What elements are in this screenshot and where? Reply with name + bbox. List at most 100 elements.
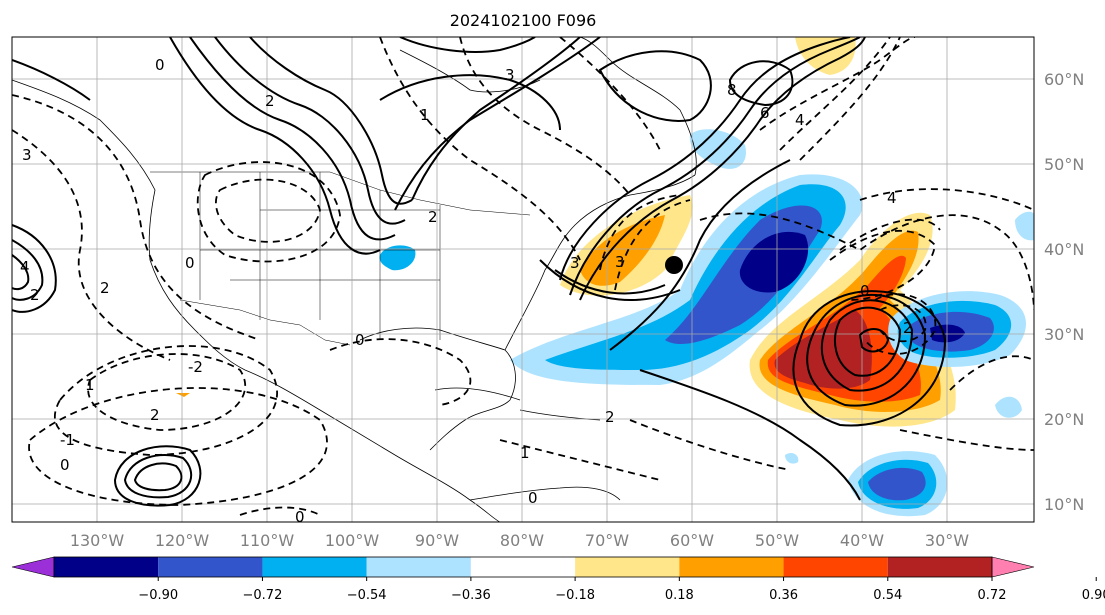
coastline-central-america: [394, 454, 501, 522]
solid-contour-1: [12, 224, 57, 313]
colorbar-tick-label: 0.18: [665, 588, 694, 603]
solid-contours: [12, 37, 947, 507]
colorbar-segment: [887, 557, 992, 577]
contour-label: 8: [727, 81, 737, 99]
solid-contour-21: [598, 50, 712, 122]
colorbar-segment: [783, 557, 888, 577]
longitude-labels: 130°W 120°W 110°W 100°W 90°W 80°W 70°W 6…: [70, 531, 969, 550]
longitude-label: 80°W: [500, 531, 544, 550]
solid-contour-12: [411, 37, 581, 201]
contour-label: 1: [85, 376, 95, 394]
coastline-south-america: [469, 486, 621, 501]
contour-label: 2: [100, 279, 110, 297]
latitude-label: 20°N: [1044, 410, 1084, 429]
colorbar-segment: [575, 557, 680, 577]
dashed-contour-10: [329, 338, 472, 406]
dashed-contour-14: [829, 229, 936, 301]
coastline-canada-east: [579, 37, 697, 176]
coastline-mexico-west: [244, 369, 396, 456]
longitude-label: 60°W: [670, 531, 714, 550]
border-us-mexico: [179, 299, 351, 346]
solid-contour-23: [834, 306, 902, 377]
coastline-cuba: [434, 387, 521, 401]
contour-label: 2: [903, 319, 913, 337]
contour-label: 6: [760, 104, 770, 122]
dashed-contour-15: [839, 218, 941, 251]
colorbar-segment: [262, 557, 367, 577]
colorbar: −0.90 −0.72 −0.54 −0.36 −0.18 0.18 0.36 0.54 0.7…: [11, 556, 1105, 603]
solid-contour-24: [820, 299, 914, 392]
dashed-contour-23: [629, 419, 791, 471]
contour-label: 0: [528, 489, 538, 507]
contour-label: 3: [22, 146, 32, 164]
colorbar-tick-label: 0.36: [769, 588, 798, 603]
coastline-hudson-bay: [399, 49, 541, 93]
colorbar-tick-label: 0.72: [978, 588, 1007, 603]
contour-labels: 0 2 3 3 4 3 2 0 1 0 -2 -1 0 2 1 0 3 8 6 …: [20, 56, 913, 522]
contour-label: 0: [355, 331, 365, 349]
longitude-label: 100°W: [325, 531, 380, 550]
colorbar-tick-label: −0.90: [138, 588, 178, 603]
contour-label: -1: [60, 431, 75, 449]
colorbar-segment: [679, 557, 784, 577]
anomaly-fill-negative-band-core: [739, 231, 809, 293]
colorbar-tick-label: −0.36: [451, 588, 491, 603]
contour-label: 1: [420, 106, 430, 124]
anomaly-fill-negative-east-core: [930, 324, 965, 343]
dashed-contour-13: [859, 188, 1034, 211]
solid-contour-27: [858, 328, 890, 353]
solid-contour-5: [123, 454, 193, 499]
colorbar-tick-label: 0.90: [1082, 588, 1105, 603]
contour-label: 3: [615, 253, 625, 271]
anomaly-fill-negative-south-core: [868, 467, 926, 501]
anomaly-fill-positive-small: [176, 393, 190, 397]
dashed-contour-21: [949, 355, 1034, 391]
colorbar-tick-label: −0.18: [555, 588, 595, 603]
anomaly-fill-negative-far-east-b: [995, 396, 1022, 418]
dashed-contour-7: [87, 353, 247, 431]
coastline-pacific-north: [12, 79, 246, 371]
borders: [150, 171, 531, 346]
solid-contour-6: [133, 462, 183, 492]
dashed-contour-22: [899, 429, 1034, 451]
colorbar-tick-label: −0.72: [243, 588, 283, 603]
dashed-contour-8: [54, 345, 278, 456]
contour-label: 1: [520, 444, 530, 462]
dashed-contour-17: [879, 304, 927, 343]
contour-label: 2: [265, 92, 275, 110]
contour-label: 2: [150, 406, 160, 424]
solid-contour-2: [12, 239, 44, 301]
border-us-canada: [150, 171, 531, 216]
dashed-contour-12: [699, 212, 1034, 311]
dashed-contour-26: [599, 194, 681, 271]
solid-contour-25: [806, 294, 927, 407]
longitude-label: 110°W: [240, 531, 295, 550]
solid-contour-28: [639, 369, 861, 501]
solid-contour-14: [399, 37, 536, 53]
solid-contour-3: [12, 254, 30, 291]
longitude-label: 130°W: [70, 531, 125, 550]
dashed-contour-6: [459, 37, 631, 196]
contour-label: 2: [30, 286, 40, 304]
dashed-contour-3: [215, 178, 321, 243]
contour-label: 3: [505, 66, 515, 84]
solid-contour-20: [554, 269, 666, 295]
map-title: 2024102100 F096: [450, 11, 597, 30]
longitude-label: 50°W: [755, 531, 799, 550]
dashed-contour-25: [239, 506, 321, 516]
latitude-label: 30°N: [1044, 325, 1084, 344]
dashed-contour-9: [28, 387, 328, 506]
dashed-contour-27: [614, 199, 691, 291]
gridlines: [12, 37, 1034, 522]
latitude-label: 10°N: [1044, 495, 1084, 514]
solid-contour-7: [169, 37, 381, 255]
coastlines: [12, 37, 697, 522]
anomaly-fill-negative-far-east: [1015, 211, 1034, 241]
solid-contour-8: [189, 37, 396, 241]
longitude-label: 40°W: [840, 531, 884, 550]
dashed-contour-1: [12, 129, 171, 361]
longitude-label: 120°W: [155, 531, 210, 550]
colorbar-extend-high: [991, 556, 1035, 578]
longitude-label: 70°W: [585, 531, 629, 550]
